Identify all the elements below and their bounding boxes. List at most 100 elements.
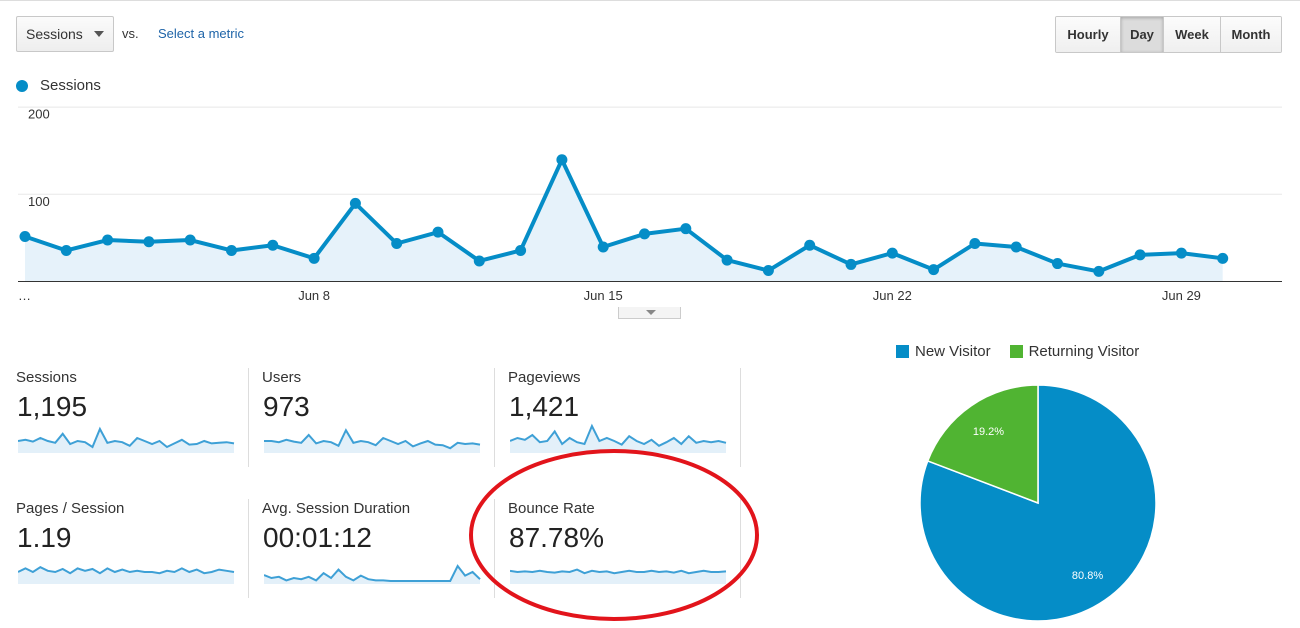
series-line — [24, 157, 1223, 274]
data-point — [886, 247, 898, 259]
data-point — [1052, 258, 1063, 270]
visitor-pie-chart[interactable]: 80.8% 19.2% — [918, 384, 1160, 624]
scorecard-title: Sessions — [16, 369, 77, 386]
scorecard-bounce-rate[interactable]: Bounce Rate 87.78% — [508, 500, 738, 600]
scorecard-pages-per-session[interactable]: Pages / Session 1.19 — [16, 500, 246, 600]
divider — [740, 368, 741, 467]
x-tick-label: Jun 29 — [1162, 288, 1201, 300]
scorecard-value: 1,421 — [509, 391, 580, 422]
scorecard-pageviews[interactable]: Pageviews 1,421 — [508, 369, 738, 469]
vs-label: vs. — [122, 26, 139, 41]
period-toggle-group: Hourly Day Week Month — [1055, 16, 1282, 53]
x-tick-label: Jun 15 — [584, 288, 623, 300]
sparkline-line — [510, 423, 727, 447]
data-point — [721, 254, 733, 266]
data-point — [308, 252, 320, 264]
week-button[interactable]: Week — [1163, 17, 1220, 52]
legend-label: Sessions — [40, 77, 101, 94]
new-visitor-swatch — [896, 345, 909, 358]
pie-slice — [919, 384, 1157, 622]
data-point — [969, 238, 981, 250]
divider — [494, 368, 495, 467]
divider — [740, 499, 741, 598]
month-button[interactable]: Month — [1220, 17, 1281, 52]
sparkline — [264, 564, 481, 584]
metric-dropdown[interactable]: Sessions — [16, 16, 114, 52]
series-area — [25, 159, 1223, 281]
data-point — [804, 239, 816, 251]
sparkline — [18, 566, 235, 584]
sparkline-area — [264, 430, 480, 453]
scorecard-value: 1,195 — [17, 391, 88, 422]
data-point — [762, 265, 774, 277]
scorecard-title: Pageviews — [508, 369, 581, 386]
pie-legend-item-returning[interactable]: Returning Visitor — [1009, 343, 1140, 360]
data-point — [597, 241, 609, 253]
scorecard-value: 87.78% — [509, 522, 604, 553]
scorecard-value: 973 — [263, 391, 310, 422]
chart-collapse-handle[interactable] — [618, 307, 681, 319]
sparkline — [18, 426, 235, 453]
top-border — [0, 0, 1300, 1]
select-metric-link[interactable]: Select a metric — [158, 26, 244, 41]
data-point — [102, 234, 114, 246]
scorecard-title: Bounce Rate — [508, 500, 595, 517]
x-tick-label: Jun 22 — [873, 288, 912, 300]
data-point — [928, 264, 940, 276]
y-tick-label: 100 — [28, 194, 50, 209]
scorecard-sessions[interactable]: Sessions 1,195 — [16, 369, 246, 469]
data-point — [60, 244, 72, 256]
sessions-line-chart[interactable]: 100 200 … Jun 8 Jun 15 Jun 22 Jun 29 — [0, 100, 1290, 300]
chart-legend[interactable]: Sessions — [16, 77, 101, 94]
chevron-down-icon — [94, 31, 104, 37]
scorecard-avg-session-duration[interactable]: Avg. Session Duration 00:01:12 — [262, 500, 492, 600]
hourly-button[interactable]: Hourly — [1056, 17, 1120, 52]
metric-dropdown-label: Sessions — [26, 26, 83, 42]
divider — [248, 368, 249, 467]
sparkline-line — [264, 564, 481, 582]
sparkline-area — [18, 429, 234, 453]
y-tick-label: 200 — [28, 107, 50, 122]
data-point — [556, 154, 568, 166]
scorecard-title: Pages / Session — [16, 500, 125, 517]
data-point — [639, 228, 650, 240]
pie-legend-label: New Visitor — [915, 343, 991, 360]
pie-slice-label: 19.2% — [973, 426, 1004, 438]
pie-legend-item-new[interactable]: New Visitor — [896, 343, 991, 360]
returning-visitor-swatch — [1009, 345, 1023, 358]
scorecard-title: Avg. Session Duration — [262, 500, 411, 517]
sparkline-line — [18, 426, 235, 449]
data-point — [1134, 249, 1146, 261]
data-point — [473, 255, 485, 267]
data-point — [349, 197, 361, 209]
sparkline-line — [510, 568, 727, 575]
scorecard-value: 1.19 — [17, 522, 72, 553]
x-tick-label: Jun 8 — [298, 288, 330, 300]
scorecard-value: 00:01:12 — [263, 522, 372, 553]
data-point — [432, 226, 444, 238]
data-point — [680, 223, 692, 235]
pie-slice-label: 80.8% — [1072, 570, 1103, 582]
data-point — [1217, 252, 1229, 264]
divider — [494, 499, 495, 598]
data-point — [19, 231, 31, 243]
pie-legend: New Visitor Returning Visitor — [896, 343, 1158, 360]
sparkline — [510, 568, 727, 584]
data-point — [1175, 247, 1187, 259]
chevron-down-icon — [646, 310, 656, 315]
series-dot-icon — [16, 79, 28, 92]
data-point — [845, 258, 857, 270]
data-point — [226, 244, 237, 256]
sparkline-line — [264, 428, 481, 450]
data-point — [143, 236, 155, 248]
sparkline — [264, 428, 481, 453]
data-point — [1093, 265, 1105, 277]
data-point — [1010, 241, 1022, 253]
scorecard-users[interactable]: Users 973 — [262, 369, 492, 469]
highlight-ellipse-annotation — [469, 449, 759, 621]
day-button[interactable]: Day — [1120, 17, 1163, 52]
divider — [248, 499, 249, 598]
data-point — [391, 238, 403, 250]
data-point — [515, 244, 527, 256]
pie-legend-label: Returning Visitor — [1028, 343, 1140, 360]
